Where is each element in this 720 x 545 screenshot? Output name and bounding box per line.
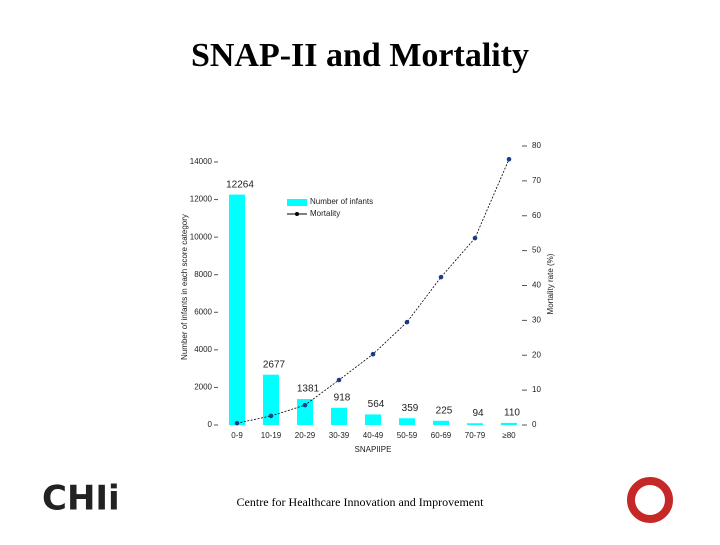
- logo: CHIi: [42, 479, 120, 519]
- x-tick-label: 0-9: [231, 431, 243, 440]
- value-label: 1381: [297, 384, 320, 395]
- y2-tick-label: 80: [532, 141, 541, 150]
- y-tick-label: 6000: [194, 307, 212, 316]
- value-label: 94: [472, 408, 484, 419]
- x-tick-label: 70-79: [465, 431, 486, 440]
- value-label: 564: [368, 399, 385, 410]
- y2-tick-label: 10: [532, 385, 541, 394]
- chart-title: SNAP-II and Mortality: [191, 37, 529, 74]
- y-tick-label: 8000: [194, 270, 212, 279]
- y-tick-label: 4000: [194, 345, 212, 354]
- y2-tick-label: 60: [532, 211, 541, 220]
- x-tick-label: 20-29: [295, 431, 316, 440]
- y2-tick-label: 30: [532, 315, 541, 324]
- legend-label: Mortality: [310, 209, 340, 218]
- bar: [297, 399, 313, 425]
- y-tick-label: 2000: [194, 383, 212, 392]
- line-point: [336, 377, 342, 383]
- bar: [365, 414, 381, 425]
- line-point: [506, 156, 512, 162]
- value-label: 110: [504, 408, 520, 419]
- x-tick-label: ≥80: [502, 431, 516, 440]
- line-point: [370, 351, 376, 357]
- bar: [331, 407, 347, 425]
- y2-tick-label: 20: [532, 350, 541, 359]
- bar: [433, 420, 449, 425]
- line-point: [404, 319, 410, 325]
- x-tick-label: 30-39: [329, 431, 350, 440]
- y2-tick-label: 0: [532, 420, 537, 429]
- value-label: 225: [436, 405, 453, 416]
- legend-label: Number of infants: [310, 197, 373, 206]
- bar: [501, 422, 517, 425]
- y2-tick-label: 50: [532, 246, 541, 255]
- bar: [467, 423, 483, 425]
- line-point: [234, 420, 240, 426]
- x-tick-label: 10-19: [261, 431, 282, 440]
- bar: [263, 374, 279, 425]
- x-tick-label: 50-59: [397, 431, 418, 440]
- value-label: 918: [334, 392, 351, 403]
- y2-tick-label: 70: [532, 176, 541, 185]
- y-axis-label: Number of infants in each score category: [180, 214, 189, 360]
- legend-swatch: [287, 199, 307, 206]
- footer: Centre for Healthcare Innovation and Imp…: [237, 495, 485, 509]
- y-tick-label: 12000: [190, 195, 213, 204]
- y2-tick-label: 40: [532, 281, 541, 290]
- logo-text: CHIi: [42, 479, 120, 519]
- x-tick-label: 60-69: [431, 431, 452, 440]
- value-label: 2677: [263, 359, 286, 370]
- value-label: 359: [402, 403, 419, 414]
- y-tick-label: 10000: [190, 232, 213, 241]
- y2-axis-label: Mortality rate (%): [546, 253, 555, 314]
- line-point: [268, 413, 274, 419]
- y-tick-label: 14000: [190, 157, 213, 166]
- line-point: [472, 235, 478, 241]
- value-label: 12264: [226, 179, 254, 190]
- seal-inner: [635, 485, 665, 515]
- line-point: [302, 402, 308, 408]
- line-point: [438, 274, 444, 280]
- x-axis-label: SNAPIIPE: [355, 445, 392, 454]
- bar: [399, 418, 415, 425]
- bar: [229, 194, 245, 425]
- legend-marker: [295, 212, 299, 216]
- y-tick-label: 0: [208, 420, 213, 429]
- x-tick-label: 40-49: [363, 431, 384, 440]
